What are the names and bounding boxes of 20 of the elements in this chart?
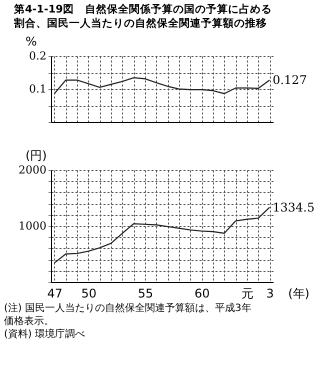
x-tick-label: 47 xyxy=(47,286,63,300)
y-tick-label: 0.2 xyxy=(29,50,46,62)
text: (資料) 環境庁調べ xyxy=(4,328,85,340)
x-tick-label: 3 xyxy=(266,286,274,300)
data-label: 1334.5 xyxy=(272,200,315,214)
x-tick-label: 60 xyxy=(194,286,210,300)
x-tick-label: 元 xyxy=(241,286,254,300)
x-axis-title: (年) xyxy=(288,286,310,300)
text: (注) 国民一人当たりの自然保全関連予算額は、平成3年価格表示。 xyxy=(4,302,252,327)
x-tick-label: 50 xyxy=(81,286,97,300)
y-axis-title: % xyxy=(26,34,37,48)
x-tick-label: 55 xyxy=(138,286,154,300)
line-series xyxy=(54,206,270,264)
y-tick-label: 2000 xyxy=(18,164,46,176)
chart-title: 第4-1-19図 自然保全関係予算の国の予算に占める割合、国民一人当たりの自然保全関連予算額の推移 xyxy=(13,2,272,30)
y-tick-label: 1000 xyxy=(18,220,46,232)
line-series xyxy=(54,77,270,94)
y-axis-title: (円) xyxy=(26,148,47,162)
data-label: 0.127 xyxy=(272,73,307,88)
y-tick-label: 0.1 xyxy=(29,82,46,96)
